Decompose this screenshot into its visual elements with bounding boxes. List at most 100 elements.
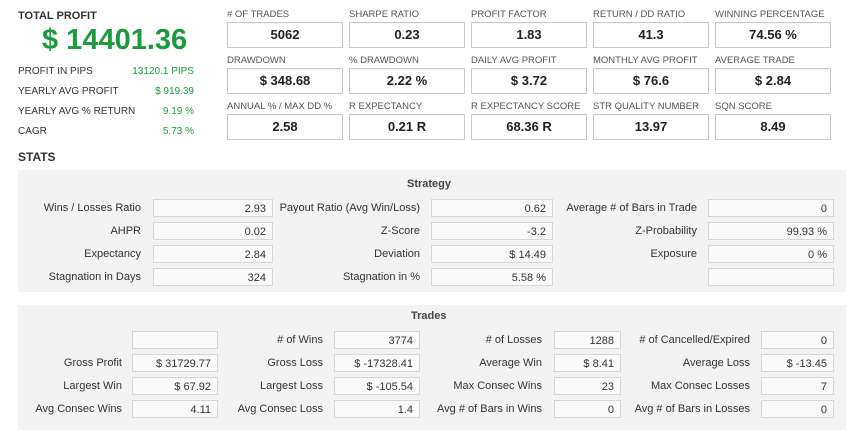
stat-value: -3.2 bbox=[431, 222, 553, 240]
metric-label: R EXPECTANCY SCORE bbox=[471, 101, 581, 112]
trade-label: Avg Consec Wins bbox=[35, 403, 122, 415]
stat-label: Deviation bbox=[374, 248, 420, 260]
metric-label: SQN SCORE bbox=[715, 101, 773, 112]
trade-label: Largest Loss bbox=[260, 380, 323, 392]
metric-value: 2.58 bbox=[227, 114, 343, 140]
metric-card: RETURN / DD RATIO 41.3 bbox=[593, 9, 709, 48]
stat-label: Expectancy bbox=[84, 248, 141, 260]
trade-label: Max Consec Wins bbox=[453, 380, 542, 392]
metric-card: SQN SCORE 8.49 bbox=[715, 101, 831, 140]
stat-label: Stagnation in % bbox=[342, 271, 420, 283]
metric-value: 68.36 R bbox=[471, 114, 587, 140]
metric-card: STR QUALITY NUMBER 13.97 bbox=[593, 101, 709, 140]
metric-value: $ 348.68 bbox=[227, 68, 343, 94]
metric-card: # OF TRADES 5062 bbox=[227, 9, 343, 48]
metric-card: DAILY AVG PROFIT $ 3.72 bbox=[471, 55, 587, 94]
strategy-title: Strategy bbox=[407, 178, 452, 190]
stat-label: Payout Ratio (Avg Win/Loss) bbox=[279, 202, 420, 214]
metric-card: R EXPECTANCY 0.21 R bbox=[349, 101, 465, 140]
trade-label: Average Win bbox=[479, 357, 542, 369]
stat-label: AHPR bbox=[110, 225, 141, 237]
metric-card: DRAWDOWN $ 348.68 bbox=[227, 55, 343, 94]
trade-value bbox=[132, 331, 218, 349]
metric-card: SHARPE RATIO 0.23 bbox=[349, 9, 465, 48]
metric-value: 8.49 bbox=[715, 114, 831, 140]
metric-value: $ 3.72 bbox=[471, 68, 587, 94]
metric-value: 2.22 % bbox=[349, 68, 465, 94]
stat-value: 2.84 bbox=[153, 245, 273, 263]
stat-value bbox=[708, 268, 834, 286]
stat-value: 5.58 % bbox=[431, 268, 553, 286]
metric-label: ANNUAL % / MAX DD % bbox=[227, 101, 333, 112]
summary-row-label: CAGR bbox=[18, 126, 47, 137]
metric-value: 0.23 bbox=[349, 22, 465, 48]
trade-value: 1288 bbox=[554, 331, 621, 349]
metric-value: $ 2.84 bbox=[715, 68, 831, 94]
metric-label: SHARPE RATIO bbox=[349, 9, 420, 20]
metric-value: 74.56 % bbox=[715, 22, 831, 48]
trade-value: $ -17328.41 bbox=[334, 354, 420, 372]
stat-value: 0 % bbox=[708, 245, 834, 263]
metric-value: 13.97 bbox=[593, 114, 709, 140]
stat-label: Exposure bbox=[650, 248, 697, 260]
trade-label: Gross Loss bbox=[267, 357, 323, 369]
stat-label: Stagnation in Days bbox=[48, 271, 141, 283]
trade-label: Avg # of Bars in Wins bbox=[437, 403, 542, 415]
stats-heading: STATS bbox=[18, 150, 56, 164]
trade-label: Avg # of Bars in Losses bbox=[634, 403, 750, 415]
trade-value: $ -105.54 bbox=[334, 377, 420, 395]
trade-value: $ 67.92 bbox=[132, 377, 218, 395]
trade-value: $ 31729.77 bbox=[132, 354, 218, 372]
stat-value: 2.93 bbox=[153, 199, 273, 217]
metric-card: AVERAGE TRADE $ 2.84 bbox=[715, 55, 831, 94]
stat-value: 99.93 % bbox=[708, 222, 834, 240]
total-profit-label: TOTAL PROFIT bbox=[18, 10, 97, 22]
summary-row-value: 13120.1 PIPS bbox=[132, 66, 194, 77]
stat-label: Z-Score bbox=[380, 225, 420, 237]
metric-value: $ 76.6 bbox=[593, 68, 709, 94]
trade-value: 1.4 bbox=[334, 400, 420, 418]
trade-value: $ -13.45 bbox=[761, 354, 834, 372]
metric-label: PROFIT FACTOR bbox=[471, 9, 547, 20]
trade-label: Avg Consec Loss bbox=[237, 403, 323, 415]
trade-value: 3774 bbox=[334, 331, 420, 349]
metric-label: R EXPECTANCY bbox=[349, 101, 423, 112]
summary-row-value: $ 919.39 bbox=[155, 86, 194, 97]
metric-card: % DRAWDOWN 2.22 % bbox=[349, 55, 465, 94]
metric-label: # OF TRADES bbox=[227, 9, 290, 20]
metric-card: R EXPECTANCY SCORE 68.36 R bbox=[471, 101, 587, 140]
metric-value: 5062 bbox=[227, 22, 343, 48]
summary-row-value: 5.73 % bbox=[162, 126, 194, 137]
trade-value: 23 bbox=[554, 377, 621, 395]
trade-value: $ 8.41 bbox=[554, 354, 621, 372]
summary-row-value: 9.19 % bbox=[162, 106, 194, 117]
metric-value: 41.3 bbox=[593, 22, 709, 48]
stat-value: 0 bbox=[708, 199, 834, 217]
metric-card: ANNUAL % / MAX DD % 2.58 bbox=[227, 101, 343, 140]
stat-value: $ 14.49 bbox=[431, 245, 553, 263]
total-profit-value: $ 14401.36 bbox=[42, 24, 188, 56]
metric-label: AVERAGE TRADE bbox=[715, 55, 795, 66]
metric-label: MONTHLY AVG PROFIT bbox=[593, 55, 698, 66]
trade-value: 0 bbox=[761, 331, 834, 349]
trade-label: Largest Win bbox=[63, 380, 122, 392]
trade-label: Max Consec Losses bbox=[650, 380, 750, 392]
trade-value: 4.11 bbox=[132, 400, 218, 418]
summary-row-label: YEARLY AVG % RETURN bbox=[18, 106, 136, 117]
metric-card: MONTHLY AVG PROFIT $ 76.6 bbox=[593, 55, 709, 94]
metric-card: PROFIT FACTOR 1.83 bbox=[471, 9, 587, 48]
stat-value: 0.62 bbox=[431, 199, 553, 217]
stat-value: 324 bbox=[153, 268, 273, 286]
stat-label: Wins / Losses Ratio bbox=[43, 202, 141, 214]
summary-row-label: YEARLY AVG PROFIT bbox=[18, 86, 119, 97]
metric-value: 1.83 bbox=[471, 22, 587, 48]
trade-label: # of Wins bbox=[277, 334, 323, 346]
trade-value: 0 bbox=[554, 400, 621, 418]
trade-label: Gross Profit bbox=[63, 357, 122, 369]
trade-label: # of Cancelled/Expired bbox=[639, 334, 750, 346]
trade-label: Average Loss bbox=[682, 357, 750, 369]
metric-label: RETURN / DD RATIO bbox=[593, 9, 686, 20]
stat-label: Z-Probability bbox=[635, 225, 697, 237]
trade-label: # of Losses bbox=[485, 334, 542, 346]
stat-label: Average # of Bars in Trade bbox=[566, 202, 697, 214]
